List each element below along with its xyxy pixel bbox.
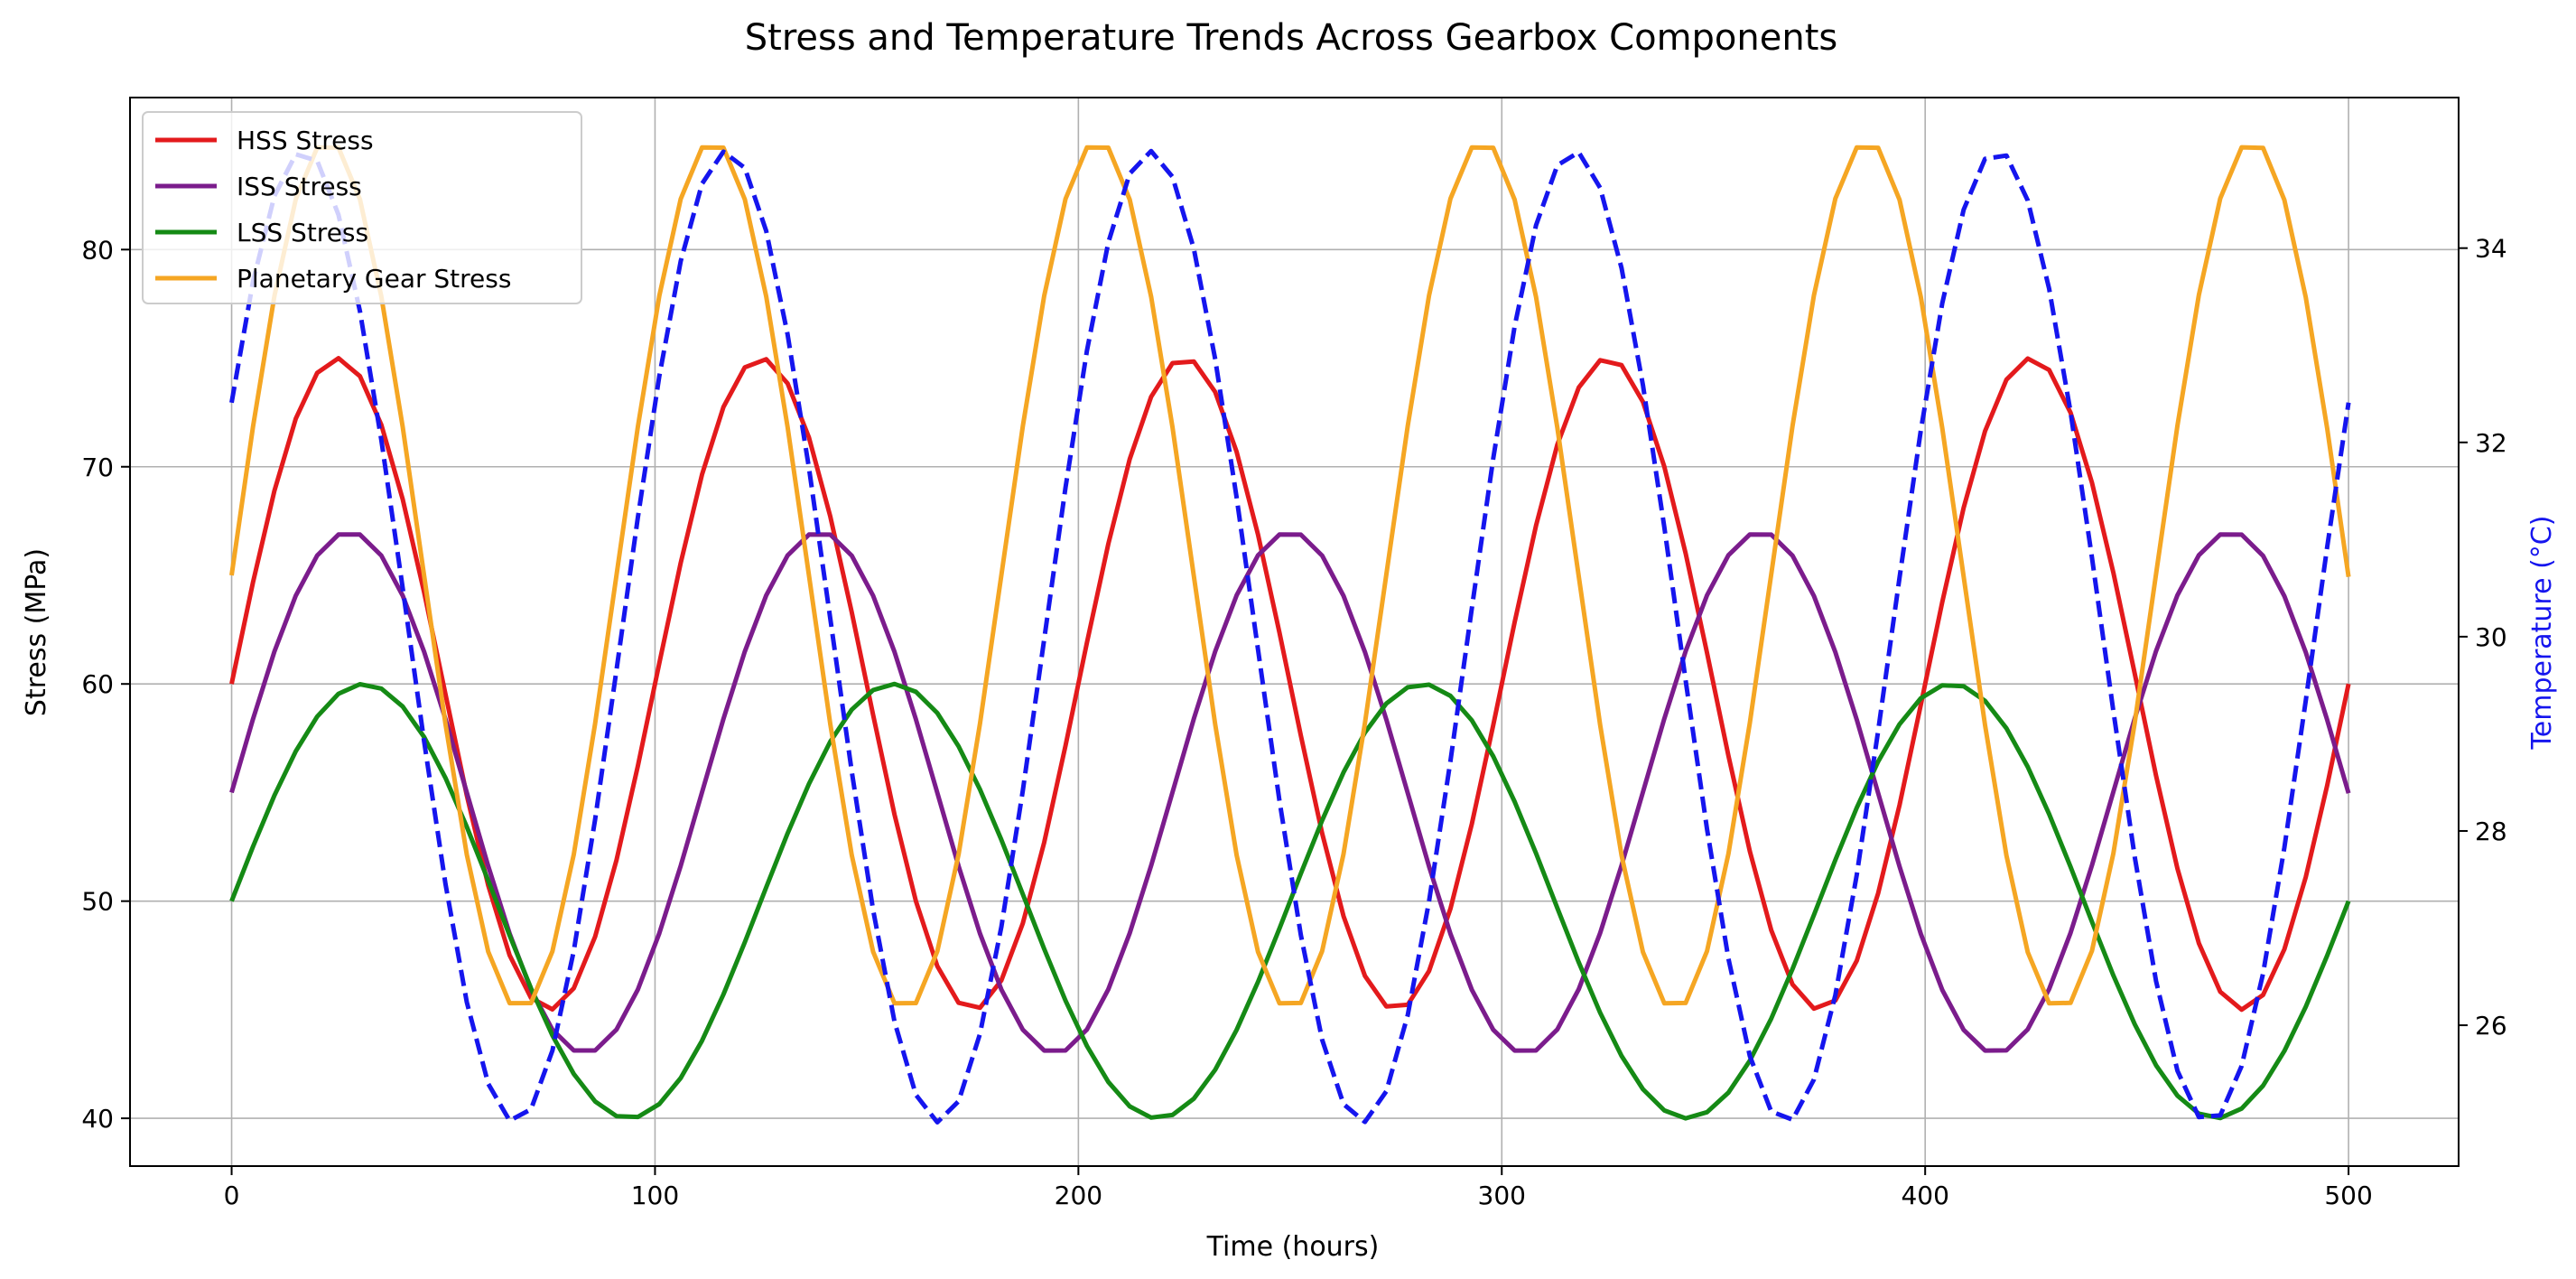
legend-label: HSS Stress: [237, 126, 374, 155]
legend: HSS Stress ISS Stress LSS Stress Planetary …: [142, 111, 582, 304]
x-tick-label: 200: [1055, 1181, 1102, 1210]
series-line-iss-stress: [229, 532, 2351, 1053]
y-tick-label: 70: [81, 453, 114, 482]
x-tick-label: 100: [631, 1181, 679, 1210]
legend-label: ISS Stress: [237, 172, 362, 201]
y-axis-label: Stress (MPa): [21, 548, 52, 716]
x-tick-label: 500: [2324, 1181, 2372, 1210]
y-tick-label: 40: [81, 1104, 114, 1134]
y2-tick-label: 30: [2475, 622, 2507, 652]
series-line-hss-stress: [229, 356, 2351, 1013]
y2-tick-label: 32: [2475, 428, 2507, 458]
legend-label: Planetary Gear Stress: [237, 264, 511, 294]
x-tick-label: 0: [224, 1181, 240, 1210]
x-tick-label: 300: [1478, 1181, 1526, 1210]
y2-tick-label: 34: [2475, 234, 2507, 264]
series-line-temperature: [229, 148, 2351, 1125]
legend-box: [142, 111, 582, 304]
y-axis-left: 40 50 60 70 80: [81, 235, 130, 1134]
x-axis: 0 100 200 300 400 500: [224, 1166, 2373, 1210]
series-line-lss-stress: [229, 681, 2351, 1121]
y-tick-label: 80: [81, 235, 114, 265]
x-axis-label: Time (hours): [1206, 1231, 1380, 1263]
legend-label: LSS Stress: [237, 218, 368, 247]
y2-tick-label: 26: [2475, 1011, 2507, 1041]
chart-title: Stress and Temperature Trends Across Gea…: [745, 17, 1837, 59]
plot-frame: [129, 97, 2460, 1167]
y-axis-right: 26 28 30 32 34: [2459, 234, 2507, 1041]
y2-tick-label: 28: [2475, 817, 2507, 846]
y-tick-label: 50: [81, 887, 114, 917]
series-group: [229, 145, 2351, 1125]
series-line-planetary-gear-stress: [229, 145, 2351, 1006]
y2-axis-label: Temperature (°C): [2526, 516, 2558, 751]
y-tick-label: 60: [81, 669, 114, 699]
x-tick-label: 400: [1901, 1181, 1948, 1210]
